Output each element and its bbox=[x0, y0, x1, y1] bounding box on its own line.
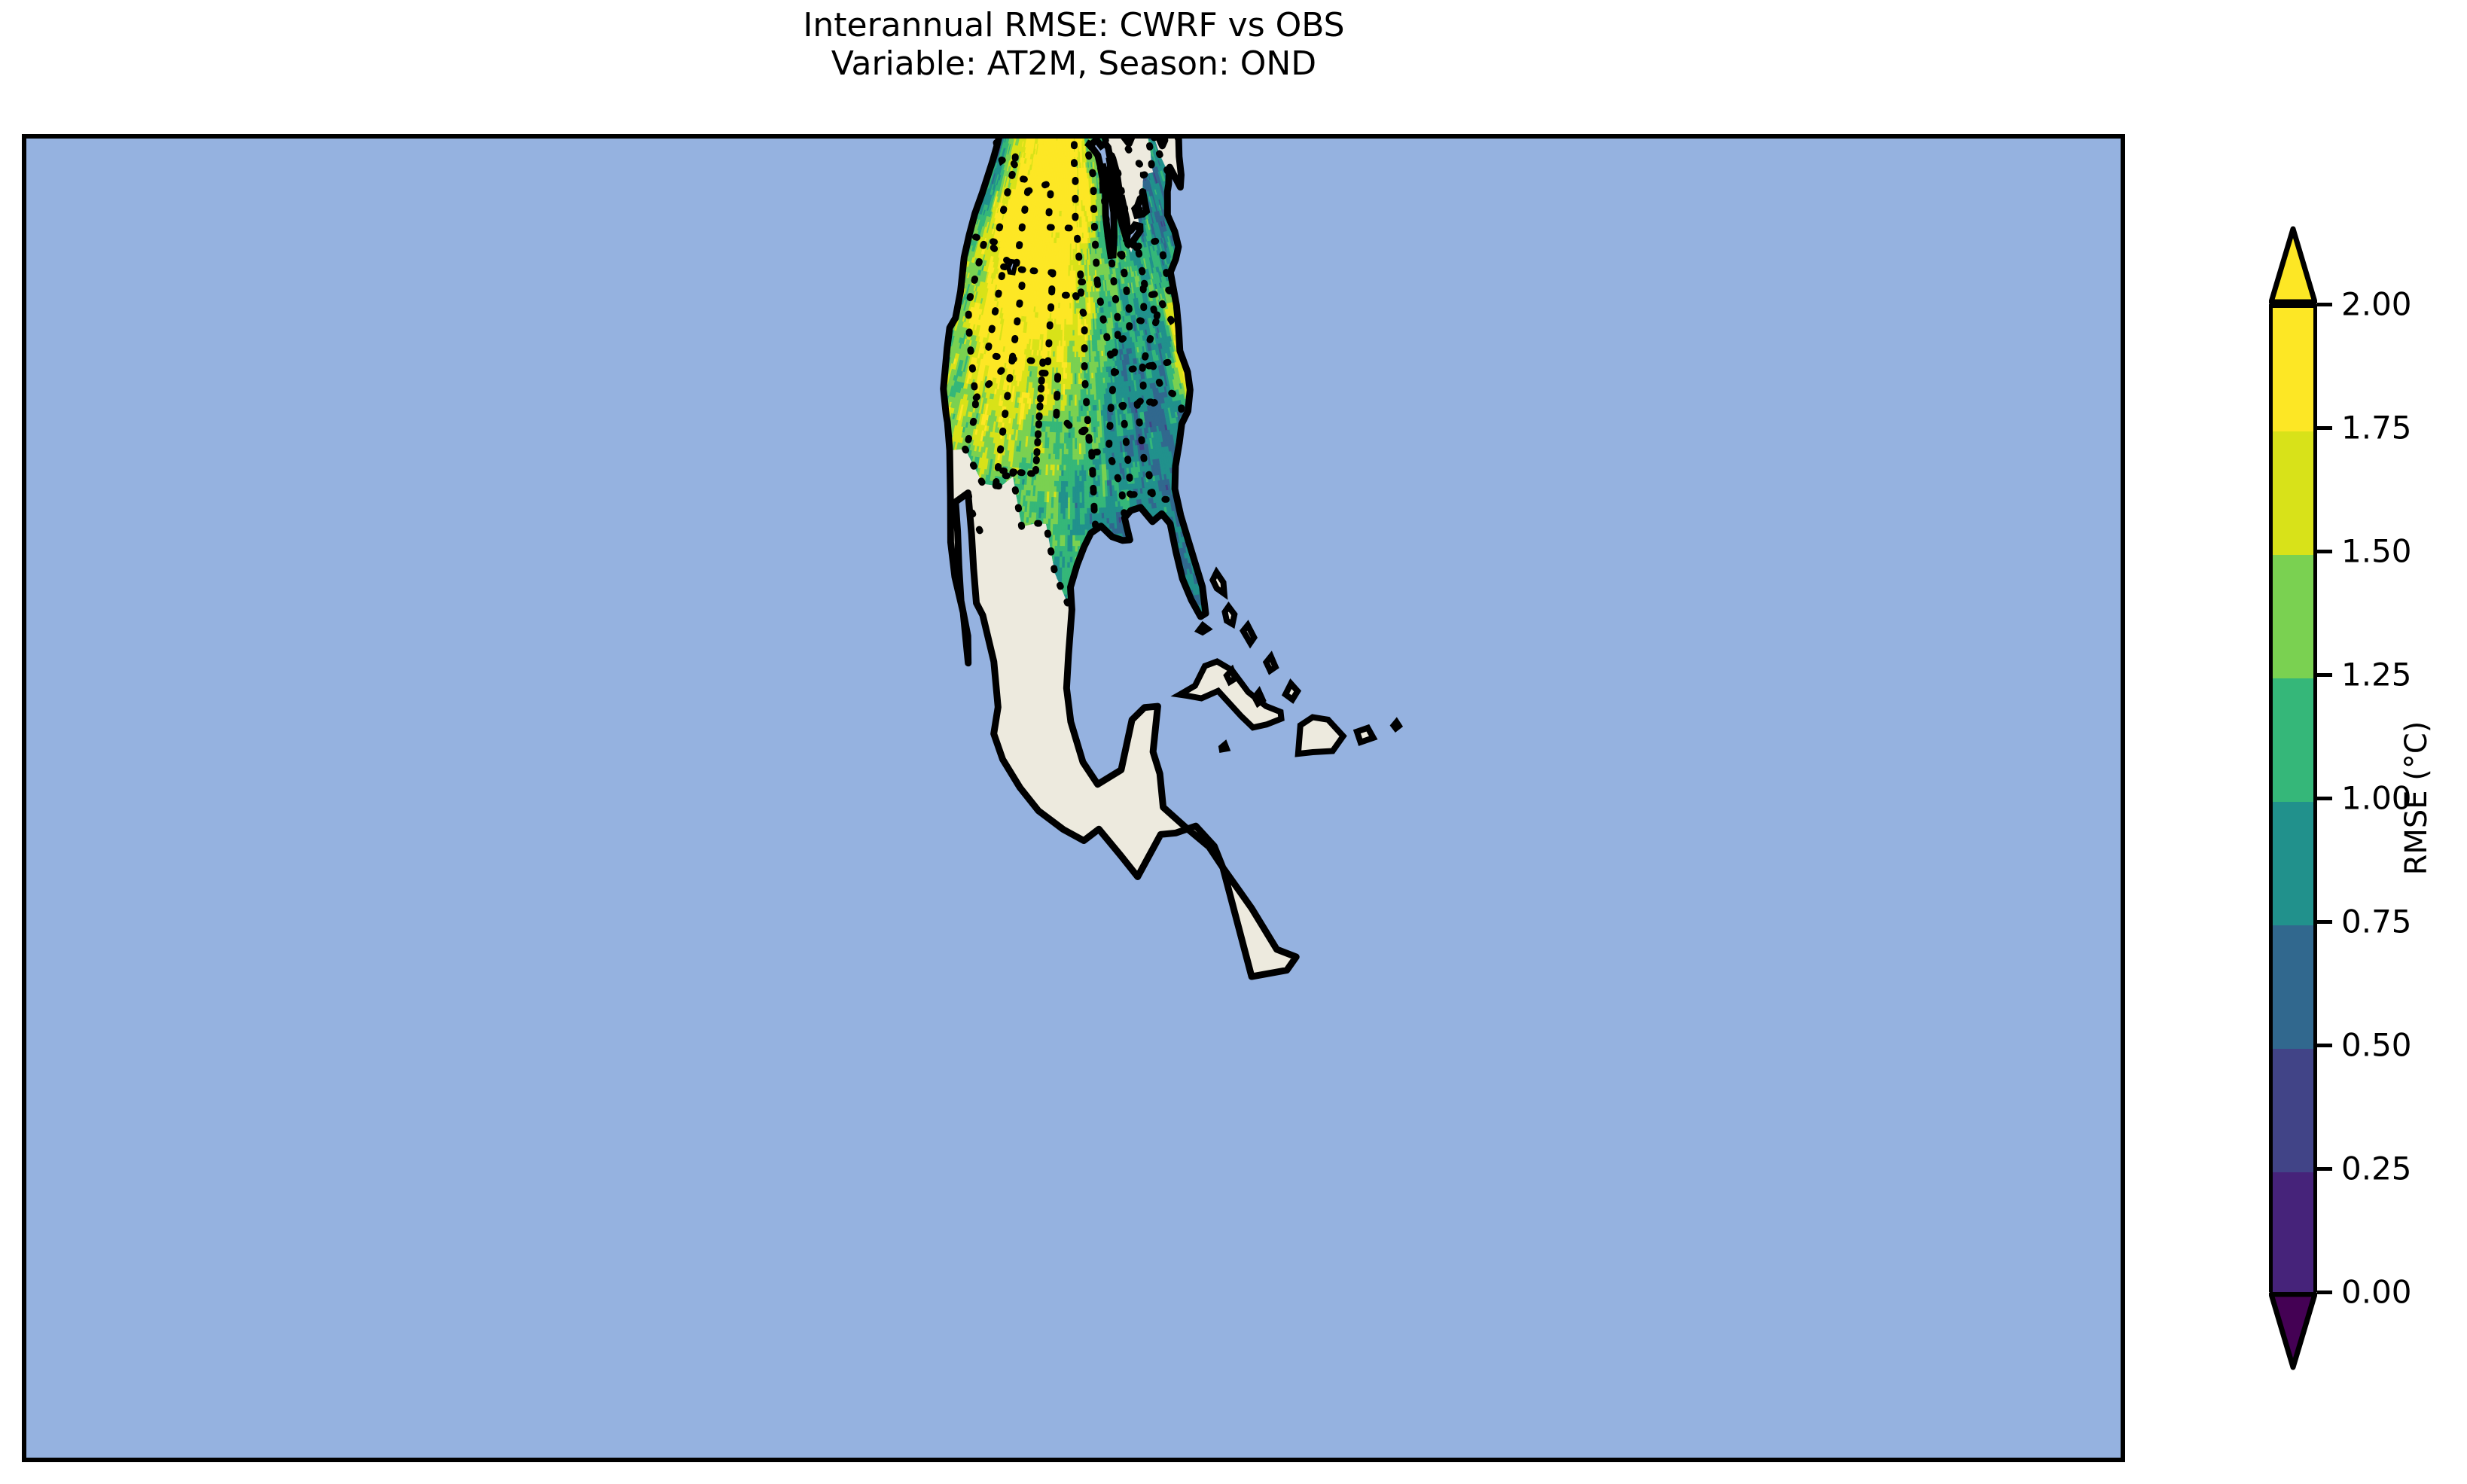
colorbar-band-5 bbox=[2273, 555, 2313, 678]
state-border bbox=[1010, 139, 1079, 232]
state-border bbox=[1072, 292, 1098, 519]
coastline bbox=[940, 139, 1300, 980]
colorbar-axis-label: RMSE (°C) bbox=[2399, 721, 2434, 876]
colorbar-over-arrow bbox=[2269, 226, 2317, 304]
colorbar-band-7 bbox=[2273, 308, 2313, 431]
state-border bbox=[1008, 267, 1057, 366]
island-coastline bbox=[1240, 620, 1258, 649]
island-coastline bbox=[1209, 566, 1228, 600]
state-border bbox=[1085, 435, 1112, 456]
colorbar-tick-mark bbox=[2317, 1291, 2332, 1294]
island-coastline bbox=[1218, 739, 1231, 754]
colorbar-band-4 bbox=[2273, 678, 2313, 802]
colorbar-tick-label: 0.50 bbox=[2341, 1027, 2412, 1064]
state-border bbox=[1088, 449, 1099, 530]
colorbar-under-arrow bbox=[2269, 1292, 2317, 1370]
colorbar-tick-mark bbox=[2317, 303, 2332, 306]
colorbar-tick-label: 0.25 bbox=[2341, 1150, 2412, 1187]
colorbar-tick-mark bbox=[2317, 920, 2332, 924]
colorbar-band-6 bbox=[2273, 431, 2313, 555]
island-coastline bbox=[1251, 686, 1267, 708]
map-axes bbox=[22, 134, 2125, 1462]
island-coastline bbox=[1352, 724, 1378, 746]
state-border bbox=[1148, 489, 1178, 507]
rmse-contour-map bbox=[26, 139, 2121, 1458]
colorbar-tick-label: 0.75 bbox=[2341, 904, 2412, 940]
colorbar-tick-label: 2.00 bbox=[2341, 286, 2412, 323]
state-border bbox=[1047, 224, 1085, 300]
state-border bbox=[1149, 361, 1185, 425]
lake-polygon bbox=[1087, 139, 1112, 193]
state-border bbox=[1147, 282, 1180, 325]
figure-title: Interannual RMSE: CWRF vs OBS Variable: … bbox=[0, 6, 2148, 83]
island-coastline bbox=[1281, 678, 1302, 704]
colorbar-tick-label: 1.50 bbox=[2341, 533, 2412, 570]
state-border bbox=[1134, 236, 1174, 300]
colorbar-tick-mark bbox=[2317, 1167, 2332, 1171]
island-coastline bbox=[1221, 601, 1238, 629]
state-border bbox=[962, 187, 1032, 453]
colorbar: 0.00 0.25 0.50 0.75 1.00 1.25 1.50 1.75 2.00 RMS… bbox=[2269, 226, 2465, 1370]
colorbar-tick-label: 0.00 bbox=[2341, 1274, 2412, 1311]
colorbar-tick-mark bbox=[2317, 550, 2332, 553]
colorbar-tick-mark bbox=[2317, 797, 2332, 800]
state-border bbox=[971, 349, 1017, 489]
state-border bbox=[1118, 402, 1136, 501]
island-coastline bbox=[1389, 717, 1404, 733]
island-coastline bbox=[1223, 664, 1240, 687]
state-border bbox=[1009, 369, 1089, 478]
colorbar-band-1 bbox=[2273, 1049, 2313, 1172]
state-borders-layer bbox=[952, 139, 1186, 614]
state-border bbox=[962, 445, 1017, 490]
colorbar-tick-label: 1.75 bbox=[2341, 410, 2412, 446]
colorbar-band-0 bbox=[2273, 1172, 2313, 1296]
state-border bbox=[1133, 400, 1156, 496]
state-border bbox=[992, 358, 1047, 489]
colorbar-band-2 bbox=[2273, 925, 2313, 1049]
title-line-2: Variable: AT2M, Season: OND bbox=[0, 44, 2148, 83]
lake-shoreline bbox=[1130, 189, 1151, 220]
state-border bbox=[1118, 243, 1148, 326]
state-border bbox=[1107, 251, 1126, 365]
colorbar-band-3 bbox=[2273, 802, 2313, 925]
state-border bbox=[965, 139, 1020, 247]
state-border bbox=[1118, 139, 1144, 168]
colorbar-tick-mark bbox=[2317, 673, 2332, 677]
colorbar-tick-mark bbox=[2317, 1044, 2332, 1047]
colorbar-tick-label: 1.00 bbox=[2341, 780, 2412, 817]
colorbar-tick-label: 1.25 bbox=[2341, 657, 2412, 693]
island-coastline bbox=[1194, 620, 1213, 636]
colorbar-bands bbox=[2269, 304, 2317, 1296]
colorbar-tick-mark bbox=[2317, 426, 2332, 430]
island-landmass bbox=[1179, 661, 1282, 728]
state-border bbox=[1140, 385, 1166, 410]
state-border bbox=[1009, 468, 1074, 614]
lake-shoreline bbox=[1005, 258, 1019, 276]
title-line-1: Interannual RMSE: CWRF vs OBS bbox=[0, 6, 2148, 44]
island-coastline bbox=[1170, 658, 1285, 731]
island-coastline bbox=[1262, 651, 1279, 675]
state-border bbox=[1083, 142, 1101, 285]
island-coastline bbox=[1294, 714, 1347, 757]
